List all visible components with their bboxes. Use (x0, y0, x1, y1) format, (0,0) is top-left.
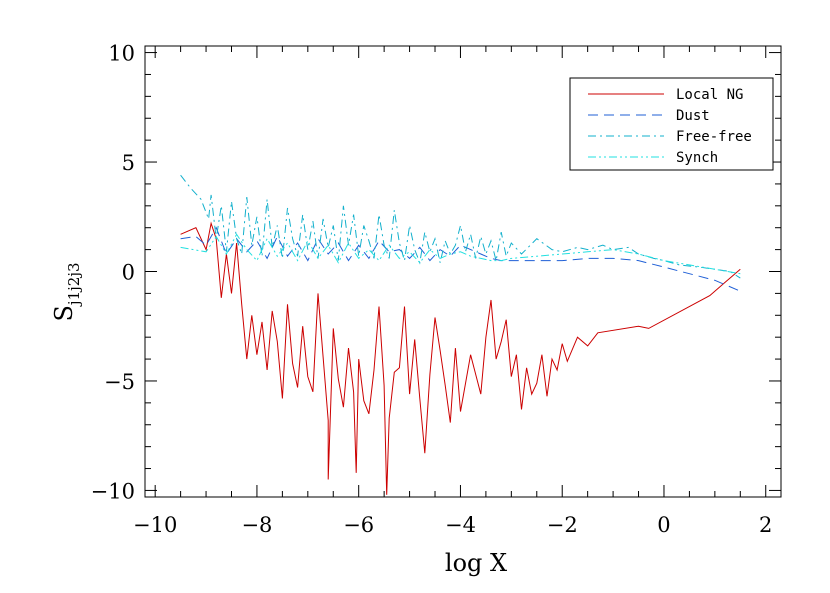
axis-tick-labels: −10 −8 −6 −4 −2 0 2 −10 −5 0 5 10 (91, 42, 773, 537)
series-line-dust (180, 226, 741, 292)
y-axis-title-subscript: j1j2j3 (65, 262, 83, 307)
legend-label-dust: Dust (676, 108, 710, 124)
y-tick-label: 5 (122, 151, 135, 175)
legend-label-local-ng: Local NG (676, 87, 743, 103)
legend-box (569, 77, 774, 171)
series-line-free-free (180, 174, 741, 279)
x-tick-label: 2 (759, 513, 772, 537)
legend-label-free-free: Free-free (676, 129, 752, 145)
x-tick-label: −8 (241, 513, 272, 537)
y-axis-title: Sj1j2j3 (50, 262, 83, 321)
y-tick-label: 0 (122, 261, 135, 285)
x-tick-label: −4 (445, 513, 476, 537)
x-axis-title: log X (445, 549, 507, 577)
y-tick-label: −10 (91, 479, 135, 503)
x-tick-label: −2 (547, 513, 578, 537)
legend: Local NG Dust Free-free Synch (569, 77, 774, 171)
series-layer (180, 174, 741, 495)
legend-label-synch: Synch (676, 150, 718, 166)
y-tick-label: 10 (108, 42, 135, 66)
x-tick-label: 0 (657, 513, 670, 537)
x-tick-label: −10 (133, 513, 177, 537)
series-line-synch (180, 233, 741, 275)
axis-ticks (145, 46, 781, 497)
svg-text:Sj1j2j3: Sj1j2j3 (50, 262, 83, 321)
y-tick-label: −5 (104, 370, 135, 394)
y-axis-title-main: S (50, 305, 78, 321)
x-tick-label: −6 (343, 513, 374, 537)
series-line-local-ng (180, 221, 741, 495)
